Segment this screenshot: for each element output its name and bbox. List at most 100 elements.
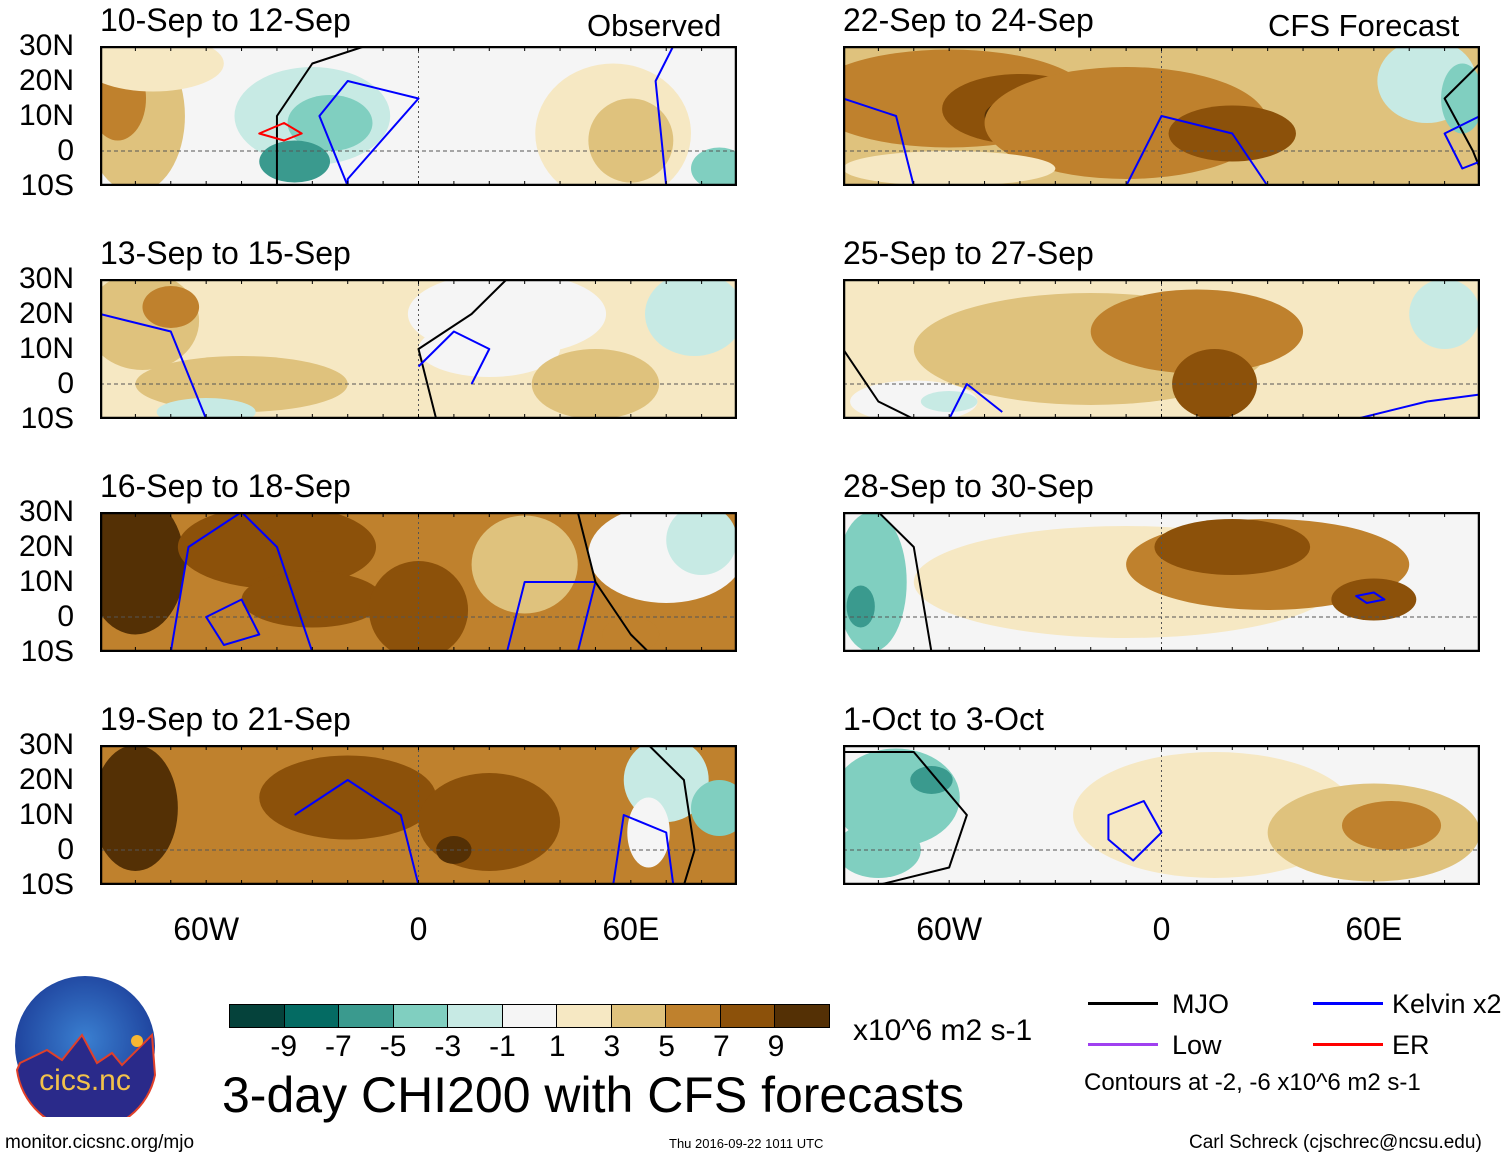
colorbar-label: -9 (270, 1030, 298, 1063)
chi200-anomaly-region (645, 279, 737, 356)
kelvin-contour (100, 313, 208, 419)
colorbar-swatch (557, 1005, 612, 1027)
colorbar-swatch (775, 1005, 829, 1027)
figure-title: 3-day CHI200 with CFS forecasts (222, 1067, 964, 1123)
kelvin-contour (1107, 800, 1163, 862)
chi200-anomaly-region (1090, 289, 1304, 374)
chi200-anomaly-region (666, 512, 737, 575)
lat-label: 0 (57, 134, 74, 167)
panel-title: 1-Oct to 3-Oct (843, 701, 1044, 737)
mjo-contour (1443, 62, 1480, 169)
chi200-anomaly-region (156, 398, 256, 419)
lat-label: 10N (18, 99, 74, 132)
colorbar-label: 9 (767, 1030, 785, 1063)
panel-title: 19-Sep to 21-Sep (100, 701, 351, 737)
contour-note: Contours at -2, -6 x10^6 m2 s-1 (1084, 1069, 1421, 1096)
chi200-anomaly-region (142, 286, 200, 328)
kelvin-contour (205, 598, 261, 646)
footer-url[interactable]: monitor.cicsnc.org/mjo (5, 1132, 195, 1153)
kelvin-contour (843, 97, 915, 186)
chi200-anomaly-region (177, 512, 377, 589)
panel-title: 25-Sep to 27-Sep (843, 235, 1094, 271)
kelvin-contour (612, 814, 675, 885)
footer-timestamp: Thu 2016-09-22 1011 UTC (669, 1136, 824, 1151)
chi200-anomaly-region (531, 349, 660, 419)
chi200-anomaly-region (259, 140, 331, 183)
kelvin-contour (417, 330, 491, 385)
kelvin-contour (1125, 115, 1269, 186)
colorbar-label: 1 (548, 1030, 566, 1063)
chi200-anomaly-region (1341, 801, 1442, 850)
panel-title: 22-Sep to 24-Sep (843, 2, 1094, 38)
map-panel (843, 512, 1480, 652)
chi200-anomaly-region (691, 147, 737, 186)
chi200-anomaly-region (241, 571, 384, 628)
chi200-anomaly-region (100, 46, 224, 92)
er-contour (258, 122, 303, 142)
lat-label: 10N (18, 565, 74, 598)
lat-label: 10N (18, 332, 74, 365)
kelvin-contour (654, 46, 675, 186)
lat-label: 0 (57, 600, 74, 633)
colorbar-label: -3 (434, 1030, 462, 1063)
colorbar-swatch (720, 1005, 775, 1027)
map-frame (100, 46, 737, 186)
mjo-contour (275, 46, 366, 186)
kelvin-contour (1355, 591, 1386, 604)
lat-label: 30N (18, 728, 74, 761)
chi200-anomaly-region (287, 95, 373, 151)
colorbar-units: x10^6 m2 s-1 (853, 1014, 1033, 1047)
colorbar-swatch (502, 1005, 557, 1027)
chi200-anomaly-region (1441, 63, 1480, 134)
panel-title: 28-Sep to 30-Sep (843, 468, 1094, 504)
colorbar-swatch (230, 1005, 285, 1027)
chi200-anomaly-region (1409, 279, 1480, 349)
colorbar-label: -1 (489, 1030, 516, 1063)
footer-credit: Carl Schreck (cjschrec@ncsu.edu) (1189, 1132, 1482, 1153)
lon-label: 60W (173, 911, 240, 947)
colorbar-label: 7 (712, 1030, 730, 1063)
lat-label: 30N (18, 495, 74, 528)
kelvin-contour (1355, 393, 1480, 419)
colorbar-label: -5 (379, 1030, 407, 1063)
lat-label: 10N (18, 798, 74, 831)
legend-er-label: ER (1392, 1030, 1430, 1060)
map-panel (100, 745, 737, 885)
lat-label: 20N (18, 763, 74, 796)
chi200-anomaly-region (1154, 519, 1311, 575)
lat-label: 10S (20, 868, 74, 901)
map-panel (100, 46, 737, 186)
lon-label: 0 (409, 911, 428, 947)
lat-label: 10S (20, 169, 74, 202)
mjo-contour (576, 512, 650, 652)
colorbar-swatch (666, 1005, 721, 1027)
mjo-contour (417, 279, 508, 419)
mjo-contour (877, 512, 933, 652)
panel-title: 10-Sep to 12-Sep (100, 2, 351, 38)
panel-tag: CFS Forecast (1268, 8, 1460, 43)
colorbar-label: 5 (658, 1030, 675, 1063)
chi200-anomaly-region (588, 98, 674, 183)
lat-label: 20N (18, 530, 74, 563)
legend-kelvin-label: Kelvin x2 (1392, 989, 1502, 1019)
legend-mjo-line (1088, 1002, 1158, 1005)
kelvin-contour (169, 512, 314, 652)
cics-logo: cics.nc (15, 976, 157, 1117)
lon-label: 60W (916, 911, 983, 947)
colorbar-swatch (611, 1005, 666, 1027)
colorbar-swatch (339, 1005, 394, 1027)
map-frame (843, 745, 1480, 885)
lat-label: 10S (20, 635, 74, 668)
colorbar-swatch (448, 1005, 503, 1027)
chi200-anomaly-region (846, 585, 875, 628)
chi200-anomaly-region (1331, 578, 1417, 621)
legend-low-label: Low (1172, 1030, 1222, 1060)
svg-text:cics.nc: cics.nc (39, 1064, 131, 1097)
panel-title: 13-Sep to 15-Sep (100, 235, 351, 271)
colorbar-swatch (393, 1005, 448, 1027)
colorbar (229, 1004, 830, 1028)
lat-label: 30N (18, 262, 74, 295)
map-frame (843, 46, 1480, 186)
map-panel (843, 745, 1480, 885)
kelvin-contour (506, 581, 597, 652)
